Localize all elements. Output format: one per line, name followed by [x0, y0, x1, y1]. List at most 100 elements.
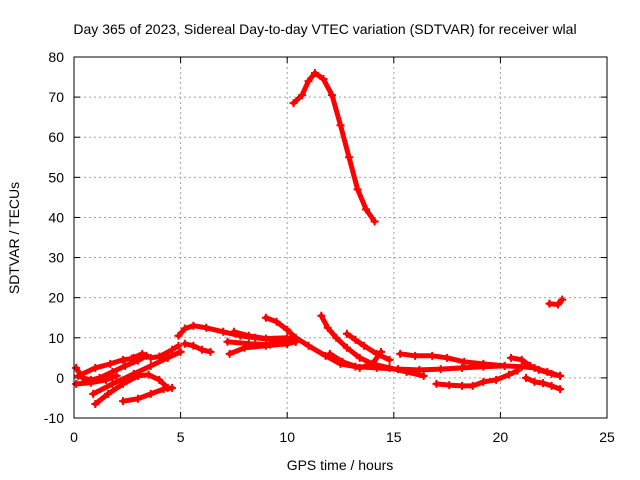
data-point: [325, 349, 334, 358]
data-point: [345, 153, 354, 162]
data-point: [155, 352, 164, 361]
data-point: [547, 381, 556, 390]
data-point: [342, 343, 351, 352]
data-point: [108, 379, 117, 388]
data-point: [319, 75, 328, 84]
series-line-arc-5: [90, 349, 184, 397]
data-point: [283, 325, 292, 334]
data-point: [556, 371, 565, 380]
plot-frame: [73, 56, 608, 419]
x-tick-label: 15: [386, 429, 402, 445]
data-point: [458, 363, 467, 372]
data-point: [119, 355, 128, 364]
data-point: [159, 385, 168, 394]
data-point: [428, 351, 437, 360]
data-point: [104, 389, 113, 398]
data-point: [223, 337, 232, 346]
data-point: [304, 77, 313, 86]
data-point: [206, 347, 215, 356]
data-point: [129, 353, 138, 362]
data-point: [261, 313, 270, 322]
data-point: [133, 394, 142, 403]
data-point: [225, 349, 234, 358]
data-point: [244, 331, 253, 340]
data-point: [89, 389, 98, 398]
data-point: [513, 366, 522, 375]
data-point: [291, 333, 300, 342]
data-point: [342, 329, 351, 338]
data-point: [517, 362, 526, 371]
data-point: [108, 367, 117, 376]
data-point: [526, 361, 535, 370]
y-tick-label: 40: [48, 209, 64, 225]
data-point: [479, 359, 488, 368]
data-point: [106, 359, 115, 368]
data-point: [338, 357, 347, 366]
y-tick-label: 60: [48, 129, 64, 145]
data-point: [458, 381, 467, 390]
data-point: [121, 361, 130, 370]
data-point: [556, 385, 565, 394]
data-point: [517, 355, 526, 364]
y-tick-label: 0: [56, 370, 64, 386]
data-point: [168, 345, 177, 354]
data-point: [272, 317, 281, 326]
data-point: [353, 185, 362, 194]
data-point: [521, 373, 530, 382]
data-point: [146, 361, 155, 370]
data-point: [304, 341, 313, 350]
data-point: [377, 347, 386, 356]
data-point: [355, 363, 364, 372]
x-tick-label: 10: [279, 429, 295, 445]
data-point: [229, 327, 238, 336]
data-point: [146, 353, 155, 362]
data-point: [197, 345, 206, 354]
data-point: [72, 363, 81, 372]
data-point: [298, 91, 307, 100]
data-point: [396, 349, 405, 358]
data-point: [189, 341, 198, 350]
data-point: [359, 341, 368, 350]
x-tick-label: 5: [177, 429, 185, 445]
data-point: [545, 299, 554, 308]
grid: [74, 57, 607, 418]
x-tick-label: 20: [493, 429, 509, 445]
series-line-arc-9: [182, 341, 213, 355]
data-point: [202, 323, 211, 332]
data-point: [266, 340, 275, 349]
data-point: [323, 323, 332, 332]
data-point: [87, 378, 96, 387]
series-line-arc-11: [225, 339, 290, 348]
data-point: [504, 370, 513, 379]
data-point: [460, 357, 469, 366]
y-tick-label: 70: [48, 89, 64, 105]
data-point: [163, 353, 172, 362]
data-point: [332, 333, 341, 342]
y-tick-label: 20: [48, 290, 64, 306]
data-point: [336, 121, 345, 130]
data-point: [72, 379, 81, 388]
data-point: [310, 69, 319, 78]
data-point: [553, 300, 562, 309]
data-point: [283, 333, 292, 342]
data-point: [368, 359, 377, 368]
y-tick-label: 10: [48, 330, 64, 346]
data-point: [402, 367, 411, 376]
data-point: [558, 295, 567, 304]
data-point: [138, 349, 147, 358]
data-point: [119, 397, 128, 406]
data-point: [362, 205, 371, 214]
data-point: [289, 99, 298, 108]
data-point: [144, 370, 153, 379]
data-point: [174, 331, 183, 340]
data-point: [530, 377, 539, 386]
data-point: [189, 321, 198, 330]
chart-title: Day 365 of 2023, Sidereal Day-to-day VTE…: [73, 21, 576, 37]
data-point: [327, 91, 336, 100]
data-point: [180, 324, 189, 333]
data-point: [370, 217, 379, 226]
data-point: [317, 311, 326, 320]
data-point: [547, 369, 556, 378]
data-point: [443, 353, 452, 362]
